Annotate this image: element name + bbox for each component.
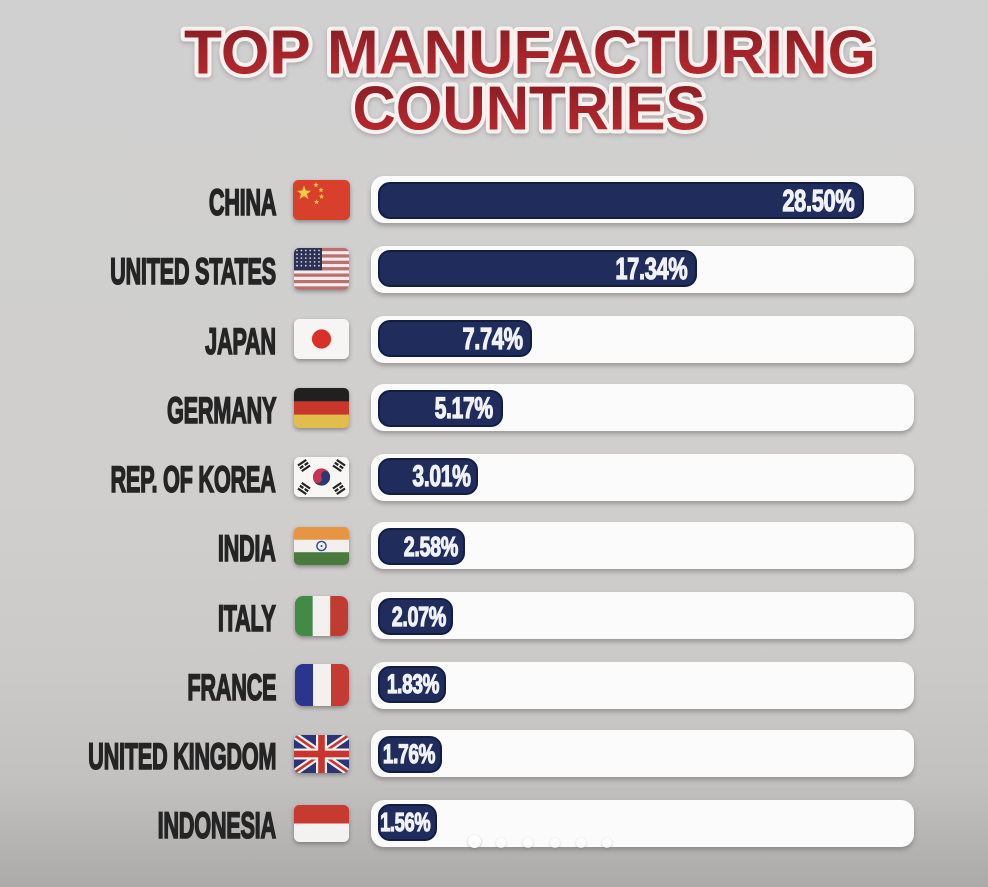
- svg-text:COUNTRIES: COUNTRIES: [353, 75, 706, 144]
- svg-text:TOP MANUFACTURING: TOP MANUFACTURING: [184, 19, 876, 88]
